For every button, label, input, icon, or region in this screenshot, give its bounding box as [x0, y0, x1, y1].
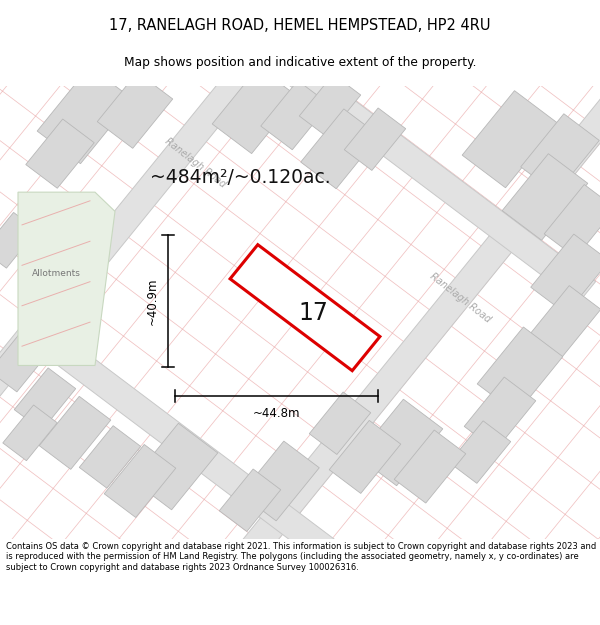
Polygon shape	[502, 154, 588, 240]
Polygon shape	[132, 423, 218, 510]
Polygon shape	[0, 0, 417, 451]
Text: Ranelagh Road: Ranelagh Road	[163, 136, 227, 190]
Text: ~484m²/~0.120ac.: ~484m²/~0.120ac.	[149, 168, 331, 187]
Text: Contains OS data © Crown copyright and database right 2021. This information is : Contains OS data © Crown copyright and d…	[6, 542, 596, 572]
Polygon shape	[37, 67, 133, 164]
Polygon shape	[261, 81, 329, 150]
Text: Ranelagh Road: Ranelagh Road	[428, 271, 492, 325]
Polygon shape	[449, 421, 511, 483]
Polygon shape	[299, 74, 361, 137]
Polygon shape	[521, 114, 599, 194]
Text: 17: 17	[298, 301, 328, 324]
Polygon shape	[26, 119, 94, 188]
Polygon shape	[3, 405, 57, 461]
Polygon shape	[97, 72, 173, 148]
Polygon shape	[0, 213, 37, 268]
Polygon shape	[219, 469, 281, 531]
Polygon shape	[531, 234, 600, 314]
Polygon shape	[49, 338, 381, 596]
Polygon shape	[357, 399, 443, 486]
Polygon shape	[14, 368, 76, 431]
Polygon shape	[79, 426, 141, 488]
Polygon shape	[0, 329, 51, 392]
Polygon shape	[394, 430, 466, 503]
Polygon shape	[213, 7, 600, 592]
Text: ~40.9m: ~40.9m	[146, 278, 158, 325]
Polygon shape	[184, 0, 596, 303]
Polygon shape	[477, 327, 563, 414]
Polygon shape	[212, 67, 298, 154]
Polygon shape	[344, 108, 406, 171]
Polygon shape	[301, 109, 379, 189]
Polygon shape	[230, 244, 380, 371]
Polygon shape	[18, 192, 115, 366]
Polygon shape	[104, 444, 176, 518]
Polygon shape	[529, 286, 600, 359]
Polygon shape	[464, 377, 536, 450]
Text: 17, RANELAGH ROAD, HEMEL HEMPSTEAD, HP2 4RU: 17, RANELAGH ROAD, HEMEL HEMPSTEAD, HP2 …	[109, 18, 491, 33]
Text: ~44.8m: ~44.8m	[253, 407, 300, 420]
Polygon shape	[329, 421, 401, 493]
Polygon shape	[544, 184, 600, 258]
Text: Allotments: Allotments	[32, 269, 80, 279]
Polygon shape	[462, 91, 558, 188]
Polygon shape	[39, 396, 111, 469]
Polygon shape	[309, 392, 371, 454]
Text: Map shows position and indicative extent of the property.: Map shows position and indicative extent…	[124, 56, 476, 69]
Polygon shape	[241, 441, 319, 521]
